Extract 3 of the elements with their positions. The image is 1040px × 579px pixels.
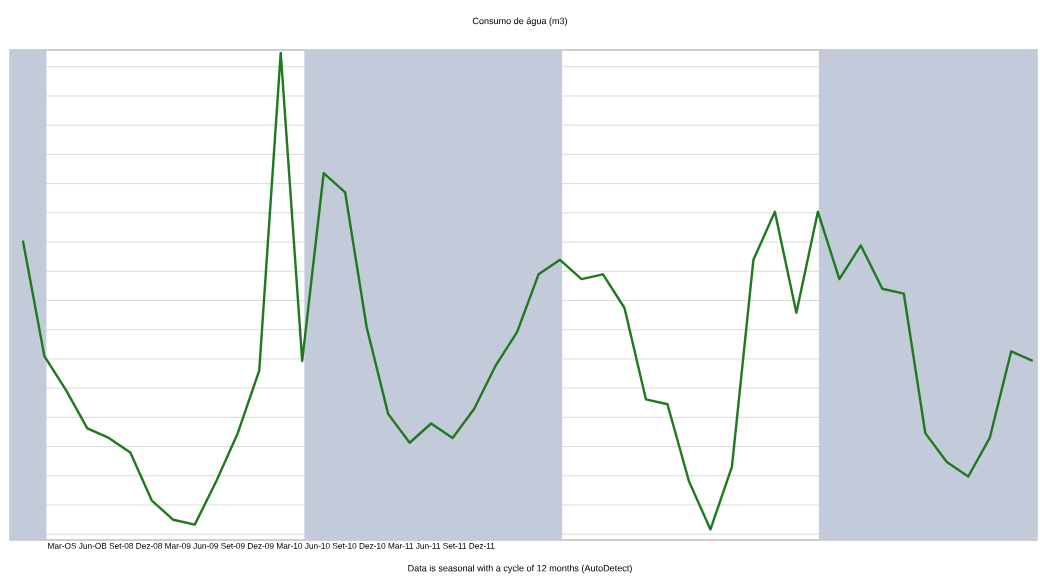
chart-title: Consumo de água (m3) bbox=[472, 17, 568, 26]
text: Data is seasonal with a cycle of 12 months (AutoDetect) bbox=[408, 564, 632, 574]
x-axis-title: Mar-OS Jun-OB Set-08 Dez-08 Mar-09 Jun-09 Set-09 Dez-09 Mar-10 Jun-10 Set-10 Dez-10 Mar-11 Jun-11 Set-11 Dez-11 bbox=[48, 542, 495, 549]
